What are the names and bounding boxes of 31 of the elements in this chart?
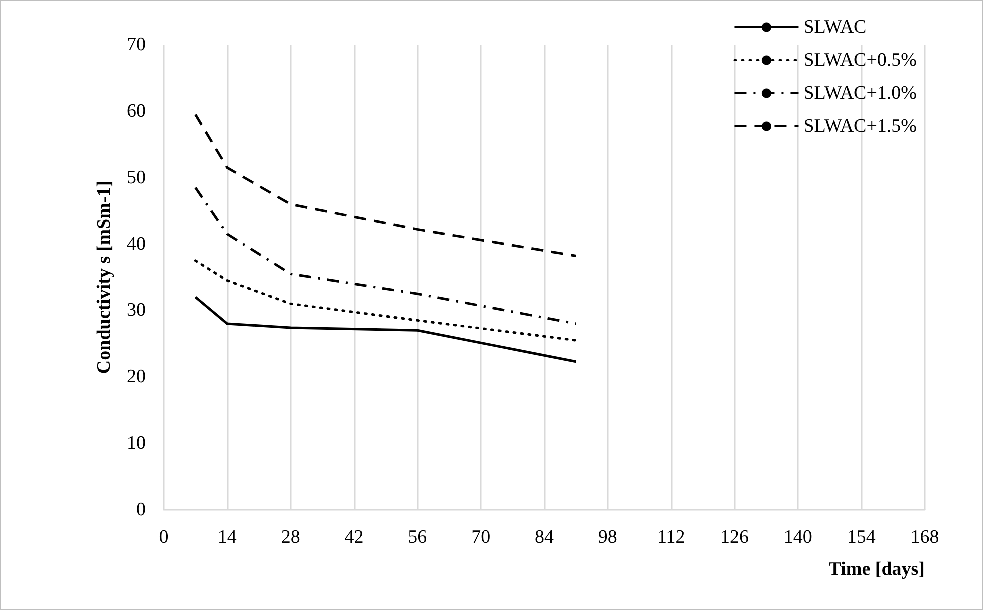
y-axis-title: Conductivity s [mSm-1] [94, 180, 115, 374]
y-tick-label: 0 [136, 500, 146, 520]
line-series [194, 260, 578, 342]
x-tick-label: 42 [344, 527, 364, 548]
y-tick-label: 70 [127, 34, 146, 56]
x-tick-label: 14 [218, 527, 238, 548]
legend-label: SLWAC [804, 17, 867, 38]
x-tick-label: 98 [598, 527, 618, 548]
legend-label: SLWAC+1.5% [804, 116, 918, 137]
y-tick-label: 20 [127, 366, 146, 388]
y-tick-label: 60 [127, 100, 146, 122]
x-axis-title: Time [days] [828, 559, 925, 580]
y-tick-label: 50 [127, 167, 146, 188]
x-tick-label: 168 [910, 527, 940, 548]
x-tick-label: 0 [159, 527, 169, 548]
x-tick-label: 70 [472, 527, 491, 548]
line-series [194, 114, 578, 258]
x-tick-label: 84 [535, 527, 554, 548]
x-tick-label: 126 [720, 527, 749, 548]
y-tick-label: 10 [127, 433, 146, 454]
line-series [194, 296, 578, 364]
legend-label: SLWAC+1.0% [804, 83, 918, 104]
x-tick-label: 112 [657, 527, 686, 548]
x-tick-label: 154 [847, 527, 876, 548]
x-tick-label: 140 [784, 527, 812, 548]
y-tick-label: 40 [127, 234, 146, 255]
x-tick-label: 28 [281, 527, 300, 548]
x-tick-label: 56 [408, 527, 428, 548]
legend-label: SLWAC+0.5% [804, 50, 918, 71]
line-series [194, 186, 578, 326]
y-tick-label: 30 [127, 300, 146, 322]
